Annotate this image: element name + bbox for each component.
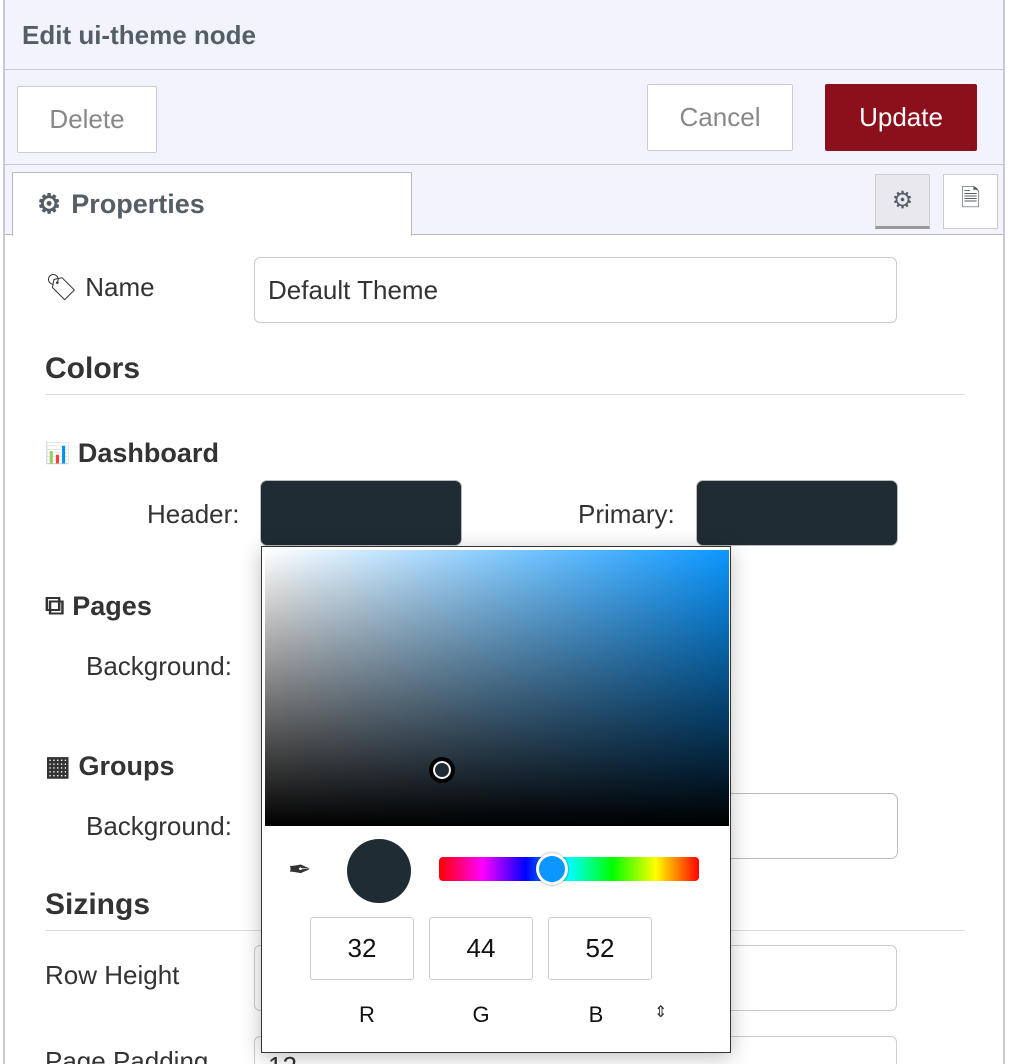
bar-chart-icon: 📊 [45,443,70,465]
green-input[interactable]: 44 [429,917,533,980]
groups-background-label: Background: [86,811,232,841]
settings-gear-icon[interactable]: ⚙ [875,174,930,229]
row-height-label: Row Height [45,960,180,990]
pages-background-label: Background: [86,651,232,681]
update-button[interactable]: Update [825,84,977,151]
saturation-area[interactable] [265,550,729,826]
eyedropper-icon[interactable]: ✒ [288,854,312,885]
dashboard-heading: 📊 Dashboard [45,438,219,468]
primary-color-label: Primary: [578,499,675,529]
tag-icon: 🏷 [45,272,79,302]
cancel-button[interactable]: Cancel [647,84,793,151]
tab-properties[interactable]: ⚙ Properties [12,172,412,236]
hue-slider[interactable] [439,853,699,885]
colors-heading: Colors [45,352,141,385]
name-input[interactable]: Default Theme [254,257,897,323]
color-picker-popup: ✒ 32 44 52 R G B ⇕ [261,546,731,1053]
sizings-heading: Sizings [45,888,151,921]
tab-label: Properties [71,189,205,219]
page-padding-label: Page Padding [45,1046,209,1064]
color-preview [347,839,411,903]
pages-heading: ⧉ Pages [45,590,152,621]
divider [45,394,965,395]
name-label: 🏷 Name [45,272,155,302]
toolbar: Delete Cancel Update [5,70,1003,165]
dialog-title: Edit ui-theme node [22,20,256,50]
hue-slider-handle[interactable] [536,853,568,885]
edit-dialog: Edit ui-theme node Delete Cancel Update … [3,0,1005,1064]
delete-button[interactable]: Delete [17,86,157,153]
table-icon: ▦ [45,751,71,781]
tab-bar: ⚙ Properties ⚙ 🗎 [5,165,1003,236]
groups-heading: ▦ Groups [45,751,175,781]
header-color-label: Header: [147,499,240,529]
gear-icon: ⚙ [37,189,62,219]
dialog-header: Edit ui-theme node [5,0,1003,70]
green-label: G [472,1002,490,1027]
blue-label: B [588,1002,604,1027]
pages-icon: ⧉ [45,590,65,620]
red-label: R [359,1002,375,1027]
saturation-cursor[interactable] [429,757,455,783]
primary-color-swatch[interactable] [696,480,898,546]
red-input[interactable]: 32 [310,917,414,980]
blue-input[interactable]: 52 [548,917,652,980]
header-color-swatch[interactable] [260,480,462,546]
format-toggle-chevron-icon[interactable]: ⇕ [654,1004,668,1021]
description-document-icon[interactable]: 🗎 [943,174,998,229]
